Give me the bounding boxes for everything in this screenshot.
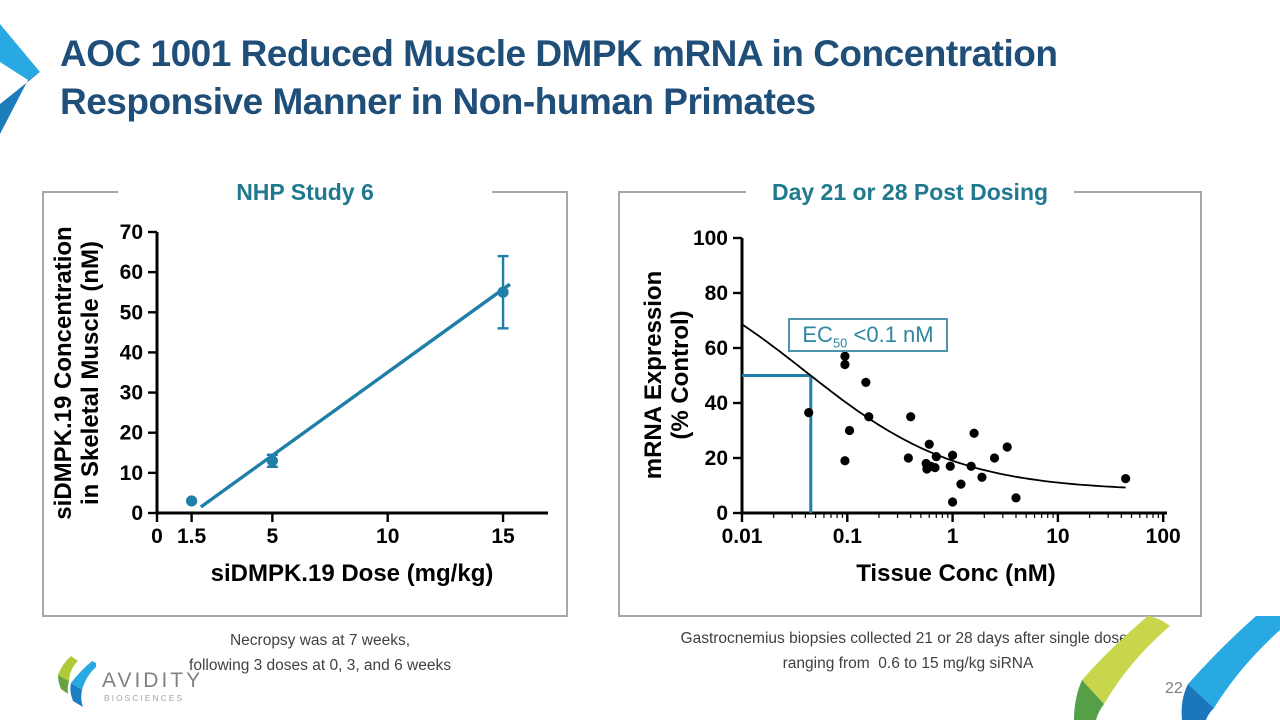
data-point: [906, 412, 916, 422]
data-point: [948, 497, 958, 507]
svg-text:20: 20: [705, 447, 728, 470]
svg-text:40: 40: [120, 341, 143, 364]
left-panel-title: NHP Study 6: [118, 178, 492, 206]
ec50-annotation: EC50 <0.1 nM: [788, 318, 948, 352]
right-panel-title: Day 21 or 28 Post Dosing: [745, 178, 1075, 206]
svg-text:100: 100: [1146, 525, 1181, 548]
right-chart: 0.01 0.1 1 10 100 0 20 40 60 80 100 Tissue Conc (nM…: [640, 227, 1181, 587]
data-point: [924, 439, 934, 449]
right-caption-line1: Gastrocnemius biopsies collected 21 or 2…: [680, 630, 1136, 647]
ec50-base: EC: [802, 322, 833, 347]
svg-text:mRNA Expression: mRNA Expression: [640, 271, 667, 480]
svg-text:5: 5: [267, 525, 279, 548]
data-point: [186, 495, 198, 507]
data-point: [864, 412, 874, 422]
data-point: [948, 450, 958, 460]
svg-text:0.01: 0.01: [722, 525, 763, 548]
svg-text:siDMPK.19 Concentration: siDMPK.19 Concentration: [50, 226, 77, 519]
data-point: [861, 377, 871, 387]
data-point: [1011, 493, 1021, 503]
right-caption-line2: ranging from 0.6 to 15 mg/kg siRNA: [782, 655, 1034, 672]
avidity-logo-subname: BIOSCIENCES: [104, 693, 185, 703]
accent-chevron-top-left-icon: [0, 24, 40, 134]
svg-text:40: 40: [705, 392, 728, 415]
svg-text:0: 0: [716, 502, 728, 525]
data-point: [804, 408, 814, 418]
avidity-logo: AVIDITY BIOSCIENCES: [56, 655, 276, 715]
left-caption-line2: following 3 doses at 0, 3, and 6 weeks: [189, 657, 451, 674]
accent-ribbons-bottom-right-icon: [1074, 616, 1280, 720]
ec50-rest: <0.1 nM: [847, 322, 934, 347]
svg-text:100: 100: [693, 227, 728, 250]
data-point: [931, 452, 941, 462]
svg-text:10: 10: [120, 462, 143, 485]
svg-text:1: 1: [947, 525, 959, 548]
data-point: [922, 464, 932, 474]
svg-text:10: 10: [376, 525, 399, 548]
data-point: [1121, 474, 1131, 484]
svg-text:15: 15: [491, 525, 515, 548]
svg-text:70: 70: [120, 221, 143, 244]
svg-text:20: 20: [120, 422, 143, 445]
left-chart-panel: NHP Study 6 0 1.5 5 10 15 0 10 20 30 40 50 60 70 siDM…: [42, 178, 568, 617]
data-point: [840, 359, 850, 370]
data-point: [840, 456, 850, 466]
data-point: [969, 428, 979, 438]
avidity-logo-name: AVIDITY: [102, 669, 204, 692]
avidity-logo-mark-icon: [58, 656, 96, 707]
data-point: [840, 351, 850, 361]
data-point: [956, 479, 966, 489]
slide-title-line1: AOC 1001 Reduced Muscle DMPK mRNA in Con…: [60, 33, 1058, 74]
slide-title-line2: Responsive Manner in Non-human Primates: [60, 81, 816, 122]
page-number: 22: [1165, 680, 1183, 697]
data-point: [966, 461, 976, 471]
data-point: [497, 286, 509, 298]
data-point: [266, 455, 278, 467]
data-point: [930, 463, 940, 473]
right-caption: Gastrocnemius biopsies collected 21 or 2…: [618, 626, 1198, 676]
svg-text:1.5: 1.5: [177, 525, 207, 548]
svg-text:Tissue Conc (nM): Tissue Conc (nM): [856, 560, 1056, 587]
data-point: [977, 472, 987, 482]
right-chart-plot: 0.01 0.1 1 10 100 0 20 40 60 80 100 Tissue Conc (nM…: [640, 227, 1181, 587]
left-chart-plot: 0 1.5 5 10 15 0 10 20 30 40 50 60 70 siDMPK.19 Dose (…: [50, 221, 548, 587]
ec50-sub: 50: [832, 335, 848, 351]
svg-text:30: 30: [120, 382, 143, 405]
svg-text:80: 80: [705, 282, 728, 305]
data-point: [903, 453, 913, 463]
svg-text:60: 60: [120, 261, 143, 284]
svg-text:siDMPK.19 Dose (mg/kg): siDMPK.19 Dose (mg/kg): [211, 560, 494, 587]
svg-text:in Skeletal Muscle (nM): in Skeletal Muscle (nM): [77, 241, 104, 505]
svg-text:0.1: 0.1: [833, 525, 863, 548]
svg-text:0: 0: [151, 525, 163, 548]
data-point: [945, 461, 955, 471]
left-caption: Necropsy was at 7 weeks, following 3 dos…: [42, 628, 598, 678]
svg-text:50: 50: [120, 301, 143, 324]
data-point: [989, 453, 1000, 463]
svg-text:60: 60: [705, 337, 728, 360]
svg-text:10: 10: [1046, 525, 1069, 548]
data-point: [844, 425, 855, 436]
slide-title: AOC 1001 Reduced Muscle DMPK mRNA in Con…: [60, 30, 1058, 126]
data-point: [1002, 442, 1012, 452]
svg-text:(% Control): (% Control): [667, 310, 694, 439]
left-caption-line1: Necropsy was at 7 weeks,: [229, 632, 411, 649]
svg-text:0: 0: [131, 502, 143, 525]
right-chart-panel: Day 21 or 28 Post Dosing 0.01 0.1 1 10 100 0 2…: [618, 178, 1202, 617]
left-chart: 0 1.5 5 10 15 0 10 20 30 40 50 60 70 siDMPK.19 Dose (…: [50, 221, 548, 587]
